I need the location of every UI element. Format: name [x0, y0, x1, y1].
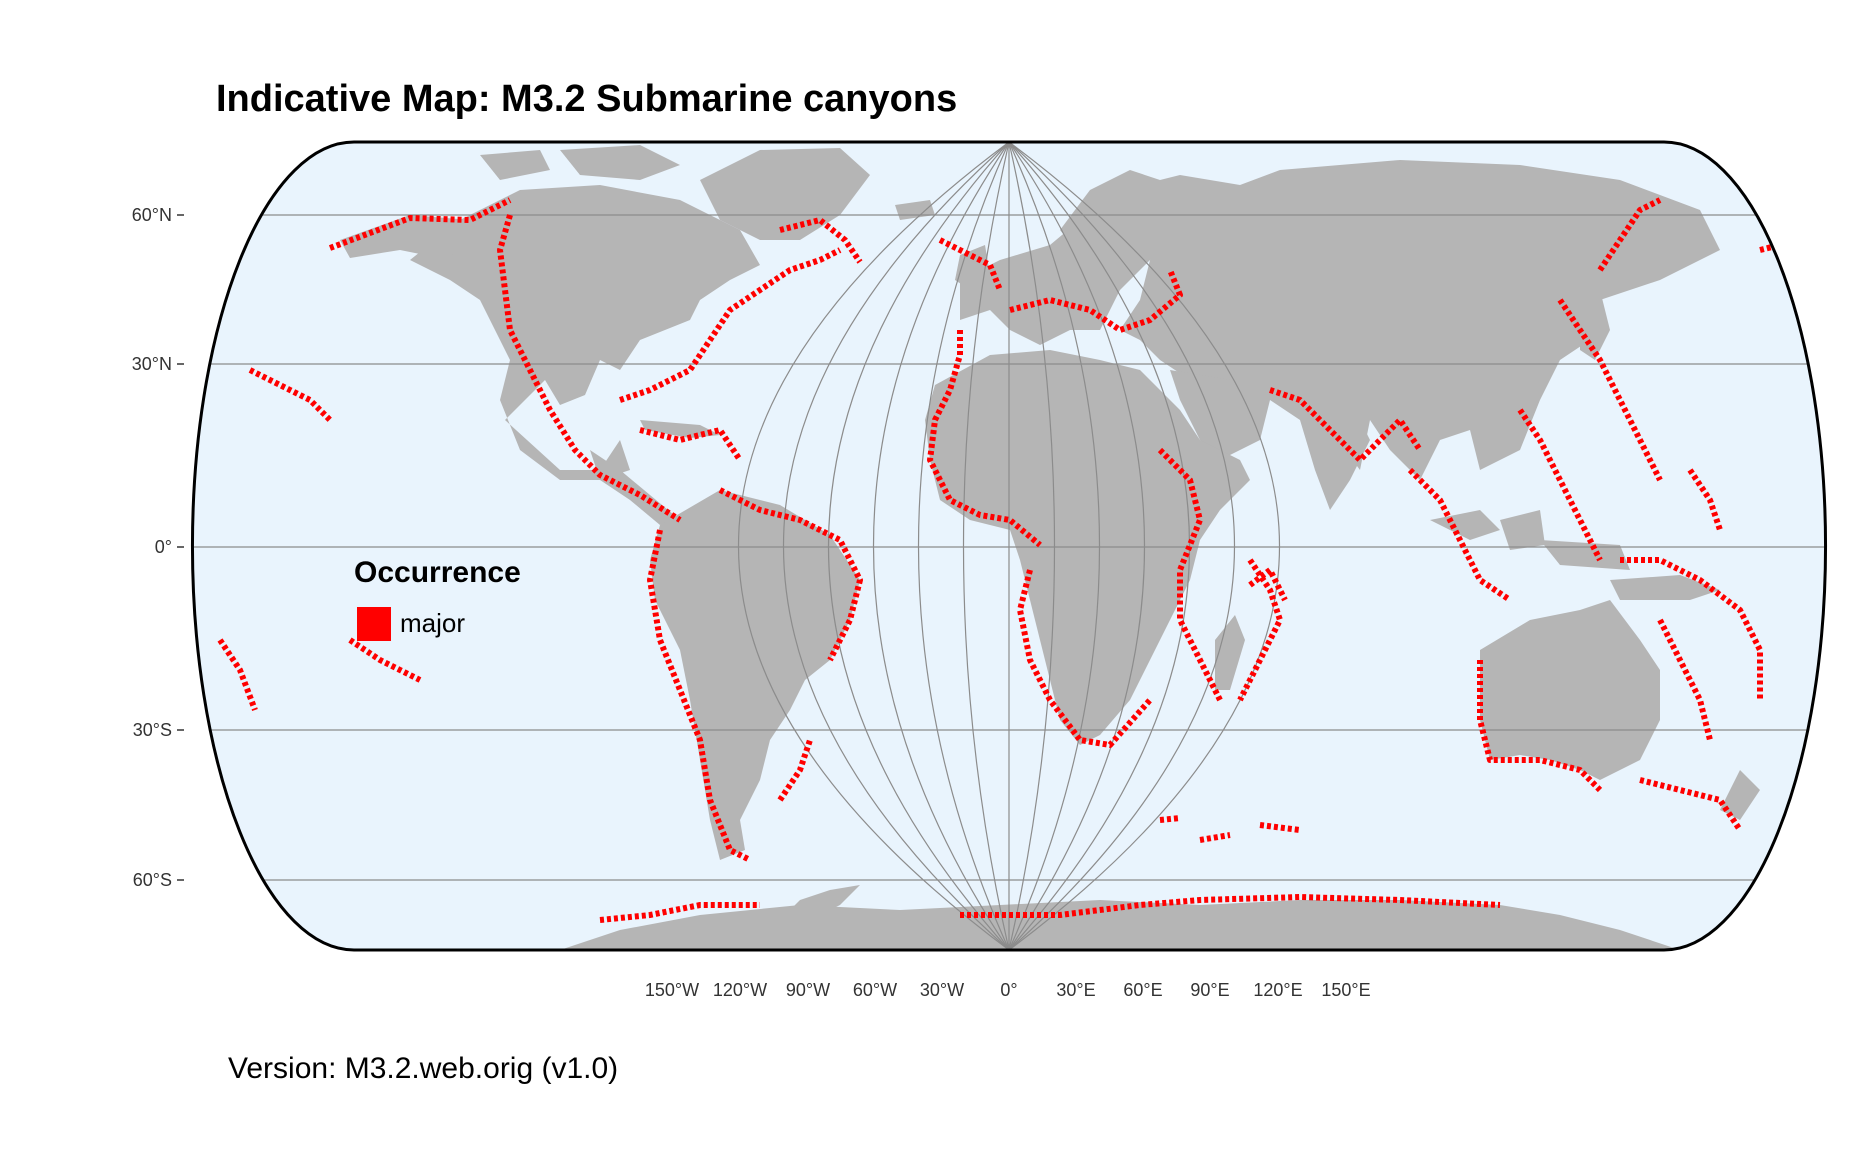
legend-label-major: major	[400, 608, 466, 638]
land-masses	[340, 145, 1760, 950]
lat-label-60s: 60°S	[133, 870, 172, 890]
map-outline	[190, 140, 1828, 952]
graticule	[192, 142, 1826, 950]
lon-label-90e: 90°E	[1190, 980, 1229, 1000]
lon-label-90w: 90°W	[786, 980, 830, 1000]
legend-title: Occurrence	[354, 556, 521, 589]
lon-label-60w: 60°W	[853, 980, 897, 1000]
latitude-axis: 60°N 30°N 0° 30°S 60°S	[132, 205, 184, 890]
longitude-axis: 150°W 120°W 90°W 60°W 30°W 0° 30°E 60°E …	[645, 980, 1371, 1000]
lon-label-0: 0°	[1000, 980, 1017, 1000]
lon-label-30w: 30°W	[920, 980, 964, 1000]
lat-label-0: 0°	[155, 537, 172, 557]
lon-label-60e: 60°E	[1123, 980, 1162, 1000]
lon-label-30e: 30°E	[1056, 980, 1095, 1000]
lon-label-120w: 120°W	[713, 980, 767, 1000]
lon-label-150w: 150°W	[645, 980, 699, 1000]
version-label: Version: M3.2.web.orig (v1.0)	[228, 1052, 619, 1085]
occurrence-major-areas	[217, 197, 1826, 923]
lat-label-60n: 60°N	[132, 205, 172, 225]
lat-label-30s: 30°S	[133, 720, 172, 740]
lat-label-30n: 30°N	[132, 354, 172, 374]
map-title: Indicative Map: M3.2 Submarine canyons	[216, 78, 958, 120]
lon-label-150e: 150°E	[1321, 980, 1370, 1000]
lon-label-120e: 120°E	[1253, 980, 1302, 1000]
legend-swatch-major	[357, 607, 391, 641]
